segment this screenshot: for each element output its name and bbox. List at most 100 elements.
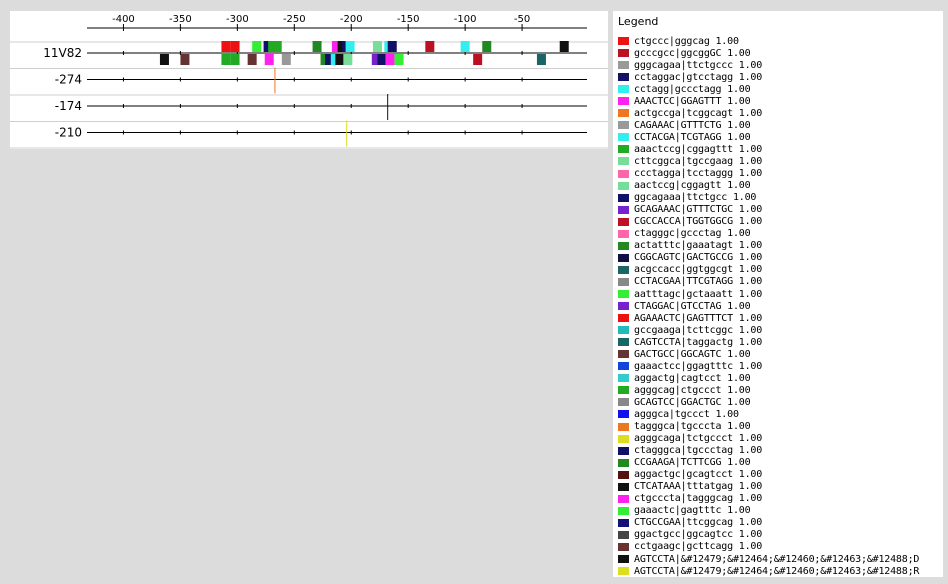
legend-label: CCTACGAA|TTCGTAGG 1.00 bbox=[634, 276, 763, 288]
legend-item: GCAGAAAC|GTTTCTGC 1.00 bbox=[618, 204, 919, 216]
legend-title: Legend bbox=[618, 15, 659, 28]
legend-swatch bbox=[618, 494, 629, 503]
legend-swatch bbox=[618, 253, 629, 262]
legend-label: GCAGTCC|GGACTGC 1.00 bbox=[634, 396, 751, 408]
plot-panel: -400 -350 -300 -250 -200 -150 -100 -50 11V82 -274… bbox=[10, 11, 608, 149]
legend-label: gaaactcc|ggagtttc 1.00 bbox=[634, 360, 763, 372]
sequence-track-plot: -400 -350 -300 -250 -200 -150 -100 -50 11V82 -274… bbox=[10, 14, 608, 149]
legend-item: CTGCCGAA|ttcggcag 1.00 bbox=[618, 517, 919, 529]
legend-label: GACTGCC|GGCAGTC 1.00 bbox=[634, 348, 751, 360]
legend-item: tagggca|tgcccta 1.00 bbox=[618, 421, 919, 433]
legend-label: ctgcccta|tagggcag 1.00 bbox=[634, 493, 763, 505]
legend-item: ctgccc|gggcag 1.00 bbox=[618, 35, 919, 47]
site-block bbox=[230, 54, 240, 65]
legend-swatch bbox=[618, 205, 629, 214]
legend-label: cctagg|gccctagg 1.00 bbox=[634, 83, 751, 95]
legend-item: ggcagaaa|ttctgcc 1.00 bbox=[618, 192, 919, 204]
legend-swatch bbox=[618, 458, 629, 467]
legend-item: cctgaagc|gcttcagg 1.00 bbox=[618, 541, 919, 553]
legend-item: agggca|tgccct 1.00 bbox=[618, 408, 919, 420]
legend-item: gggcagaa|ttctgccc 1.00 bbox=[618, 59, 919, 71]
axis-tick-label: -100 bbox=[454, 14, 477, 25]
legend-item: ctagggc|gccctag 1.00 bbox=[618, 228, 919, 240]
legend-item: cctaggac|gtcctagg 1.00 bbox=[618, 71, 919, 83]
legend-label: AGAAACTC|GAGTTTCT 1.00 bbox=[634, 312, 763, 324]
legend-swatch bbox=[618, 109, 629, 118]
legend-swatch bbox=[618, 482, 629, 491]
legend-label: tagggca|tgcccta 1.00 bbox=[634, 421, 751, 433]
site-block bbox=[425, 41, 435, 52]
legend-item: ctagggca|tgccctag 1.00 bbox=[618, 445, 919, 457]
legend-swatch bbox=[618, 97, 629, 106]
legend-label: CGGCAGTC|GACTGCCG 1.00 bbox=[634, 252, 763, 264]
site-block bbox=[559, 41, 569, 52]
site-block bbox=[264, 54, 274, 65]
site-block bbox=[372, 41, 382, 52]
axis-tick-label: -400 bbox=[112, 14, 135, 25]
site-block bbox=[337, 41, 347, 52]
legend-label: CGCCACCA|TGGTGGCG 1.00 bbox=[634, 216, 763, 228]
site-block bbox=[345, 41, 355, 52]
site-block bbox=[385, 54, 395, 65]
legend-swatch bbox=[618, 169, 629, 178]
legend-label: gggcagaa|ttctgccc 1.00 bbox=[634, 59, 763, 71]
legend-swatch bbox=[618, 181, 629, 190]
legend-label: ctagggca|tgccctag 1.00 bbox=[634, 445, 763, 457]
axis-tick-label: -200 bbox=[340, 14, 363, 25]
legend-item: cctagg|gccctagg 1.00 bbox=[618, 83, 919, 95]
legend-swatch bbox=[618, 518, 629, 527]
legend-swatch bbox=[618, 193, 629, 202]
legend-swatch bbox=[618, 145, 629, 154]
legend-label: actgccga|tcggcagt 1.00 bbox=[634, 107, 763, 119]
legend-item: aggactg|cagtcct 1.00 bbox=[618, 372, 919, 384]
legend-item: ctgcccta|tagggcag 1.00 bbox=[618, 493, 919, 505]
legend-swatch bbox=[618, 49, 629, 58]
legend-label: AGTCCTA|&#12479;&#12464;&#12460;&#12463;… bbox=[634, 565, 920, 577]
row-label: -174 bbox=[55, 99, 82, 113]
legend-item: gaaactc|gagtttc 1.00 bbox=[618, 505, 919, 517]
legend-label: gccgaaga|tcttcggc 1.00 bbox=[634, 324, 763, 336]
legend-label: cctaggac|gtcctagg 1.00 bbox=[634, 71, 763, 83]
legend-item: CGGCAGTC|GACTGCCG 1.00 bbox=[618, 252, 919, 264]
legend-swatch bbox=[618, 326, 629, 335]
legend-label: GCAGAAAC|GTTTCTGC 1.00 bbox=[634, 204, 763, 216]
legend-label: ctgccc|gggcag 1.00 bbox=[634, 35, 739, 47]
site-block bbox=[180, 54, 190, 65]
legend-item: CTCATAAA|tttatgag 1.00 bbox=[618, 481, 919, 493]
legend-item: CAGAAAC|GTTTCTG 1.00 bbox=[618, 119, 919, 131]
site-block bbox=[377, 54, 387, 65]
legend-item: aggactgc|gcagtcct 1.00 bbox=[618, 469, 919, 481]
site-block bbox=[247, 54, 257, 65]
legend-list: ctgccc|gggcag 1.00 gcccgcc|ggcggGC 1.00 gg… bbox=[618, 35, 919, 577]
legend-label: ctagggc|gccctag 1.00 bbox=[634, 228, 751, 240]
legend-swatch bbox=[618, 350, 629, 359]
legend-label: CTCATAAA|tttatgag 1.00 bbox=[634, 481, 763, 493]
legend-item: aatttagc|gctaaatt 1.00 bbox=[618, 288, 919, 300]
site-block bbox=[320, 54, 330, 65]
legend-item: actatttc|gaaatagt 1.00 bbox=[618, 240, 919, 252]
legend-label: CAGTCCTA|taggactg 1.00 bbox=[634, 336, 763, 348]
legend-label: cttcggca|tgccgaag 1.00 bbox=[634, 155, 763, 167]
legend-item: AGTCCTA|&#12479;&#12464;&#12460;&#12463;… bbox=[618, 553, 919, 565]
axis-tick-label: -300 bbox=[226, 14, 249, 25]
legend-item: gcccgcc|ggcggGC 1.00 bbox=[618, 47, 919, 59]
legend-swatch bbox=[618, 217, 629, 226]
site-block bbox=[221, 41, 231, 52]
legend-item: ggactgcc|ggcagtcc 1.00 bbox=[618, 529, 919, 541]
legend-label: AGTCCTA|&#12479;&#12464;&#12460;&#12463;… bbox=[634, 553, 920, 565]
legend-swatch bbox=[618, 542, 629, 551]
legend-item: CCTACGA|TCGTAGG 1.00 bbox=[618, 131, 919, 143]
legend-item: agggcag|ctgccct 1.00 bbox=[618, 384, 919, 396]
legend-swatch bbox=[618, 410, 629, 419]
legend-item: gccgaaga|tcttcggc 1.00 bbox=[618, 324, 919, 336]
legend-label: AAACTCC|GGAGTTT 1.00 bbox=[634, 95, 751, 107]
legend-label: cctgaagc|gcttcagg 1.00 bbox=[634, 541, 763, 553]
legend-label: actatttc|gaaatagt 1.00 bbox=[634, 240, 763, 252]
site-block bbox=[343, 54, 353, 65]
legend-swatch bbox=[618, 229, 629, 238]
legend-label: agggca|tgccct 1.00 bbox=[634, 408, 739, 420]
legend-item: actgccga|tcggcagt 1.00 bbox=[618, 107, 919, 119]
legend-item: AAACTCC|GGAGTTT 1.00 bbox=[618, 95, 919, 107]
legend-item: CTAGGAC|GTCCTAG 1.00 bbox=[618, 300, 919, 312]
legend-item: aaactccg|cggagttt 1.00 bbox=[618, 143, 919, 155]
